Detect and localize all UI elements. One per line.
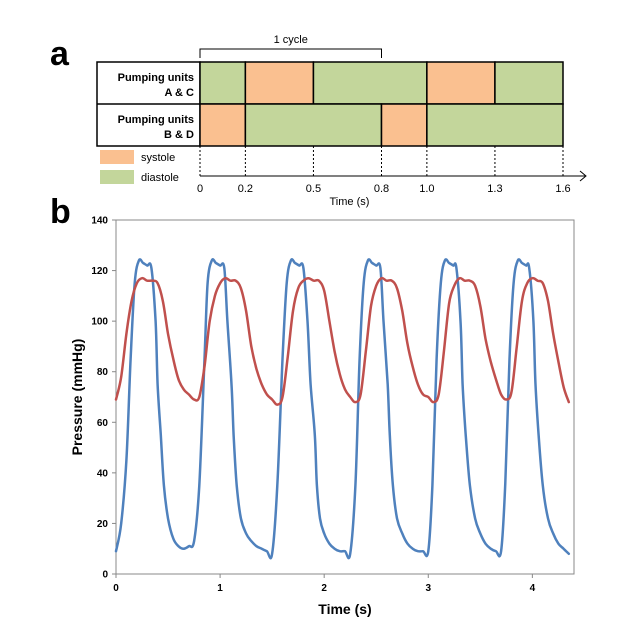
segment-row1-2-systole — [380, 103, 428, 147]
timeline-diagram: 1 cycle Pumping units A & C Pumping unit… — [96, 34, 587, 208]
row-label-bd-line2: B & D — [164, 129, 194, 141]
panel-a-letter: a — [50, 35, 70, 73]
panel-b-letter: b — [50, 193, 71, 231]
segment-row1-3-diastole — [426, 103, 564, 147]
x-axis-label: Time (s) — [318, 601, 371, 617]
timeline-tick-label: 0.5 — [306, 183, 321, 195]
timeline-tick-label: 1.6 — [555, 183, 570, 195]
y-axis-ticks: 0 20 40 60 80 100 120 140 — [91, 216, 116, 581]
row-label-ac-line2: A & C — [164, 87, 194, 99]
timeline-x-label: Time (s) — [330, 196, 370, 208]
y-tick-label: 80 — [97, 367, 109, 378]
x-tick-label: 4 — [530, 583, 536, 594]
row-label-bd-line1: Pumping units — [118, 114, 194, 126]
segment-row0-4-diastole — [494, 61, 564, 105]
y-tick-label: 100 — [91, 317, 108, 328]
series-red-line — [114, 276, 571, 406]
segment-row1-1-diastole — [244, 103, 383, 147]
y-tick-label: 0 — [102, 570, 108, 581]
pressure-chart: 0 20 40 60 80 100 120 140 0 1 2 3 4 Time (s) Pressu… — [69, 216, 575, 617]
x-tick-label: 2 — [321, 583, 327, 594]
series-blue-line — [114, 258, 571, 560]
timeline-tick-label: 1.3 — [487, 183, 502, 195]
legend-diastole-label: diastole — [141, 172, 179, 184]
x-tick-label: 1 — [217, 583, 223, 594]
y-tick-label: 60 — [97, 418, 109, 429]
x-tick-label: 0 — [113, 583, 119, 594]
segment-row0-1-systole — [244, 61, 315, 105]
x-tick-label: 3 — [425, 583, 431, 594]
x-axis-ticks: 0 1 2 3 4 — [113, 574, 536, 594]
timeline-axis-arrow — [579, 170, 587, 182]
legend-diastole-swatch — [100, 170, 134, 184]
timeline-tick-label: 0.8 — [374, 183, 389, 195]
cycle-bracket — [199, 48, 382, 58]
y-tick-label: 140 — [91, 216, 108, 227]
y-axis-label: Pressure (mmHg) — [69, 339, 85, 456]
y-tick-label: 40 — [97, 468, 109, 479]
legend-systole-swatch — [100, 150, 134, 164]
segment-row0-2-diastole — [312, 61, 428, 105]
row-label-ac-line1: Pumping units — [118, 72, 194, 84]
segment-row0-0-diastole — [199, 61, 247, 105]
segment-row0-3-systole — [426, 61, 496, 105]
timeline-tick-label: 0.2 — [238, 183, 253, 195]
y-tick-label: 120 — [91, 266, 108, 277]
segment-row1-0-systole — [199, 103, 247, 147]
timeline-tick-label: 0 — [197, 183, 203, 195]
timeline-tick-label: 1.0 — [419, 183, 434, 195]
y-tick-label: 20 — [97, 519, 109, 530]
timeline-tick-labels: 0 0.2 0.5 0.8 1.0 1.3 1.6 — [197, 183, 571, 195]
phase-segments — [199, 61, 564, 147]
plot-frame — [115, 219, 575, 575]
cycle-label: 1 cycle — [274, 34, 308, 46]
time-guides — [199, 146, 564, 176]
legend-systole-label: systole — [141, 152, 175, 164]
legend: systole diastole — [100, 150, 179, 184]
